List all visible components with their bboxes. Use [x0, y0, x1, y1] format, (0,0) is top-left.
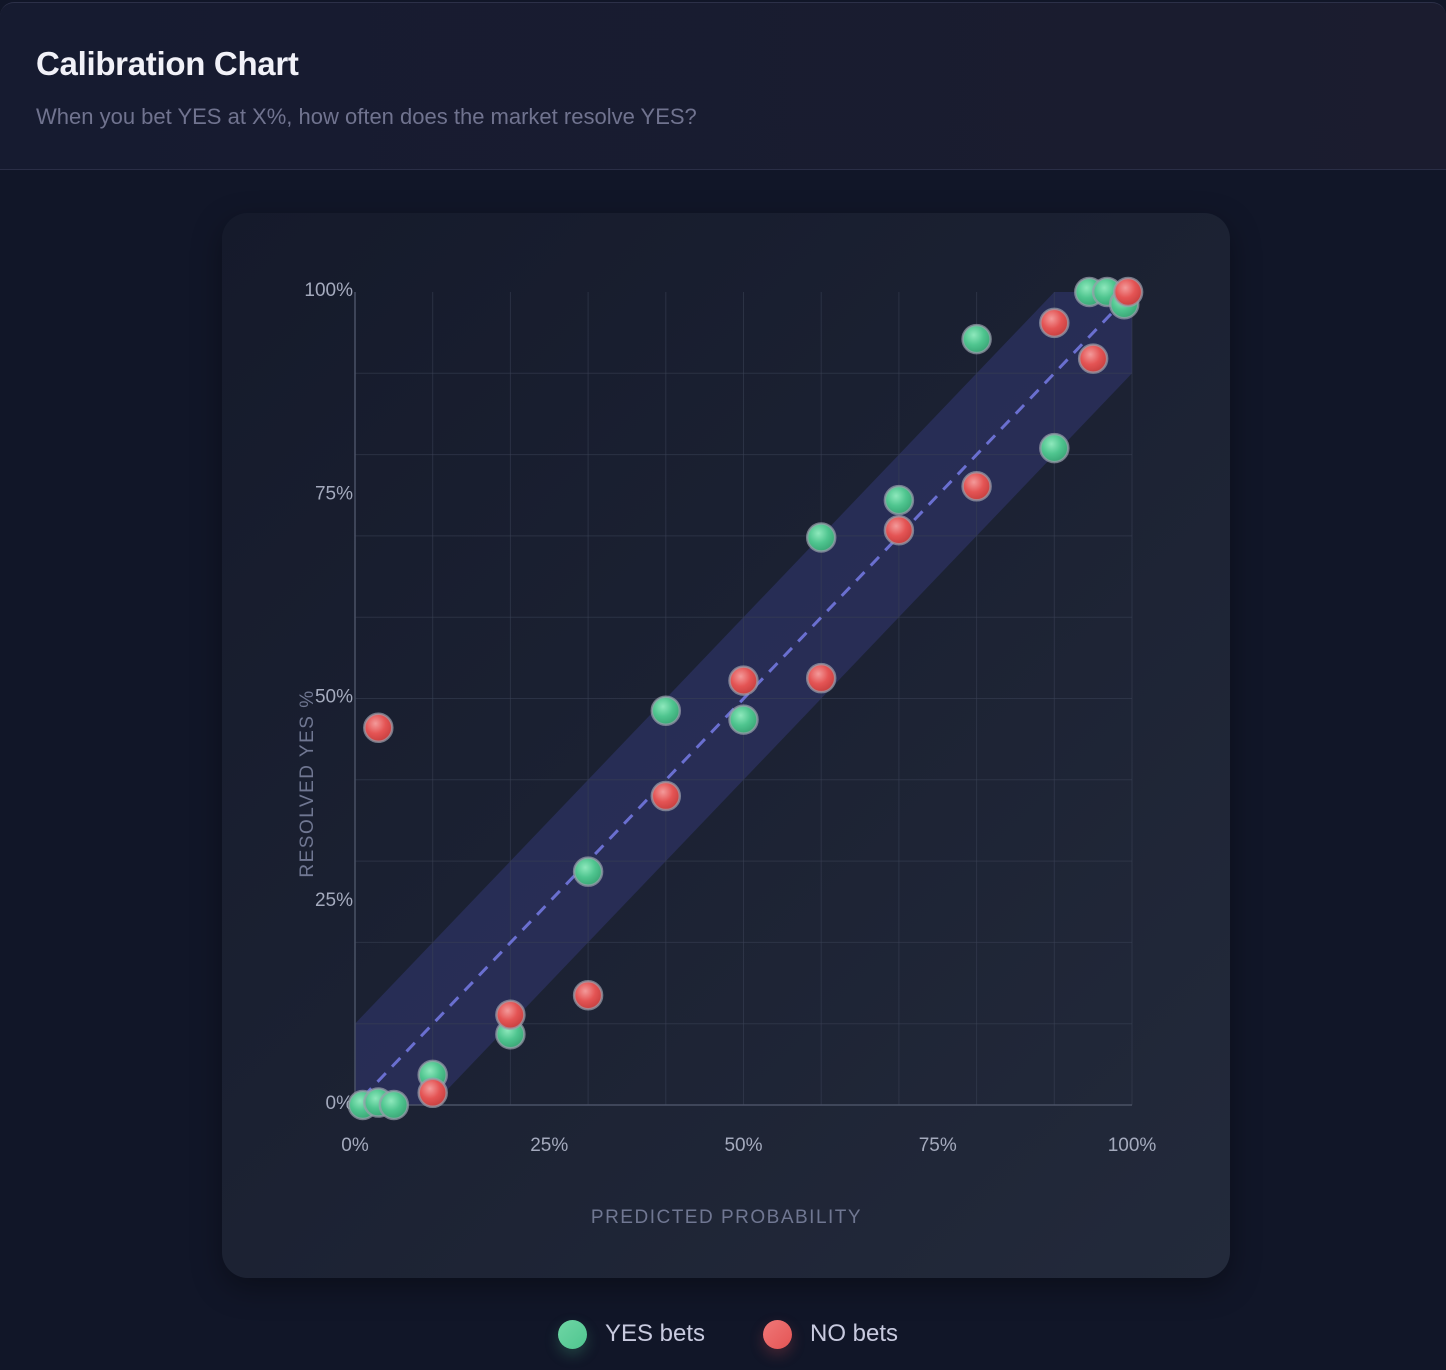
- no-swatch-icon: [763, 1319, 793, 1349]
- x-axis-label: PREDICTED PROBABILITY: [591, 1207, 862, 1228]
- data-point-no: [728, 665, 759, 696]
- data-point-yes: [805, 522, 837, 553]
- axis-layer: [354, 292, 1132, 1106]
- data-point-no: [1112, 276, 1144, 308]
- y-tick-label: 0%: [326, 1093, 354, 1114]
- page-header: Calibration Chart When you bet YES at X%…: [0, 2, 1446, 170]
- legend-item-no[interactable]: NO bets: [763, 1319, 899, 1349]
- y-tick-label: 100%: [304, 280, 353, 301]
- page-title: Calibration Chart: [36, 45, 299, 82]
- data-point-no: [805, 662, 837, 694]
- data-point-yes: [650, 695, 682, 726]
- page-subtitle: When you bet YES at X%, how often does t…: [36, 104, 697, 129]
- data-point-no: [1077, 343, 1109, 374]
- x-tick-label: 75%: [919, 1135, 957, 1156]
- legend-label-no: NO bets: [810, 1320, 899, 1347]
- data-point-no: [495, 999, 526, 1031]
- yes-swatch-icon: [557, 1319, 587, 1349]
- points-layer: [347, 276, 1144, 1121]
- data-point-yes: [572, 856, 604, 887]
- data-point-no: [363, 712, 394, 744]
- chart-legend: YES bets NO bets: [0, 1314, 1446, 1354]
- y-tick-label: 50%: [315, 687, 353, 708]
- y-axis-label: RESOLVED YES %: [297, 689, 318, 877]
- y-tick-label: 25%: [315, 890, 353, 911]
- data-point-no: [417, 1077, 448, 1109]
- data-point-no: [961, 471, 992, 502]
- data-point-no: [883, 514, 915, 546]
- x-tick-label: 25%: [530, 1135, 568, 1156]
- x-tick-label: 0%: [341, 1135, 369, 1156]
- y-tick-label: 75%: [315, 483, 353, 504]
- data-point-yes: [961, 323, 992, 355]
- calibration-chart: 0% 25% 50% 75% 100% 0% 25% 50% 75% 100% PREDICTED…: [297, 276, 1156, 1228]
- x-tick-label: 100%: [1108, 1135, 1157, 1156]
- data-point-no: [650, 780, 682, 812]
- data-point-yes: [378, 1089, 410, 1121]
- data-point-yes: [883, 484, 915, 516]
- data-point-no: [1039, 307, 1070, 339]
- legend-label-yes: YES bets: [604, 1320, 706, 1347]
- x-tick-label: 50%: [724, 1135, 762, 1156]
- legend-item-yes[interactable]: YES bets: [557, 1319, 706, 1349]
- grid-layer: [355, 292, 1133, 1105]
- tick-label-layer: 0% 25% 50% 75% 100% 0% 25% 50% 75% 100%: [304, 280, 1156, 1156]
- data-point-no: [572, 979, 604, 1011]
- data-point-yes: [728, 704, 759, 735]
- data-point-yes: [1039, 432, 1070, 464]
